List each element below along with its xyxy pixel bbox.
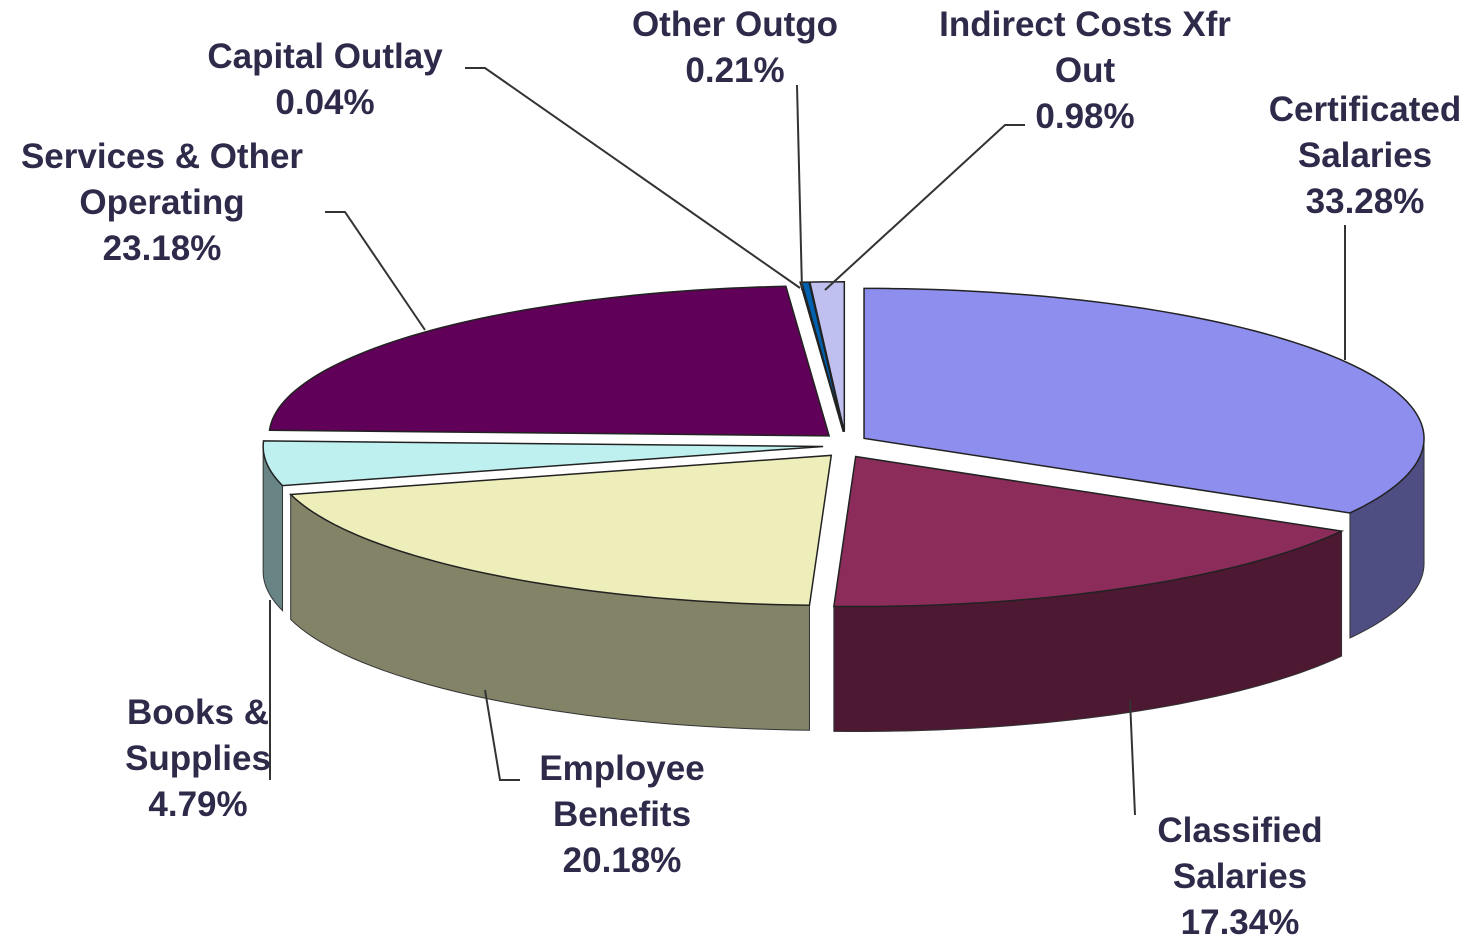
slice-label: Other Outgo 0.21% [605,2,865,94]
value-label: 4.79% [148,785,248,824]
leader-line [465,67,801,289]
slice [832,455,1345,608]
value-label: 33.28% [1305,182,1425,221]
slice [262,440,824,487]
category-label: Certificated Salaries [1268,90,1462,175]
category-label: Services & Other Operating [20,137,304,222]
slice [863,287,1425,514]
leader-line [796,84,803,291]
slice-label: Classified Salaries 17.34% [1110,808,1370,946]
value-label: 0.21% [685,51,785,90]
slice-label: Services & Other Operating 23.18% [0,134,332,272]
value-label: 0.98% [1035,97,1135,136]
value-label: 0.04% [275,83,375,122]
slice-label: Capital Outlay 0.04% [175,34,475,126]
leader-line [484,689,520,781]
leader-line [1129,699,1136,816]
leader-line [824,124,1025,291]
category-label: Employee Benefits [539,749,705,834]
value-label: 20.18% [562,841,682,880]
slice [808,281,846,432]
category-label: Classified Salaries [1157,811,1323,896]
value-label: 17.34% [1180,903,1300,942]
slice [268,285,831,437]
category-label: Books & Supplies [125,693,271,778]
slice [288,454,833,606]
slice [800,281,845,433]
category-label: Capital Outlay [207,37,443,76]
value-label: 23.18% [102,229,222,268]
slice-label: Employee Benefits 20.18% [502,746,742,884]
category-label: Other Outgo [631,5,839,44]
slice-label: Certificated Salaries 33.28% [1235,87,1476,225]
slice-label: Indirect Costs Xfr Out 0.98% [935,2,1235,140]
category-label: Indirect Costs Xfr Out [939,5,1231,90]
slice-label: Books & Supplies 4.79% [88,690,308,828]
leader-line [325,211,426,331]
